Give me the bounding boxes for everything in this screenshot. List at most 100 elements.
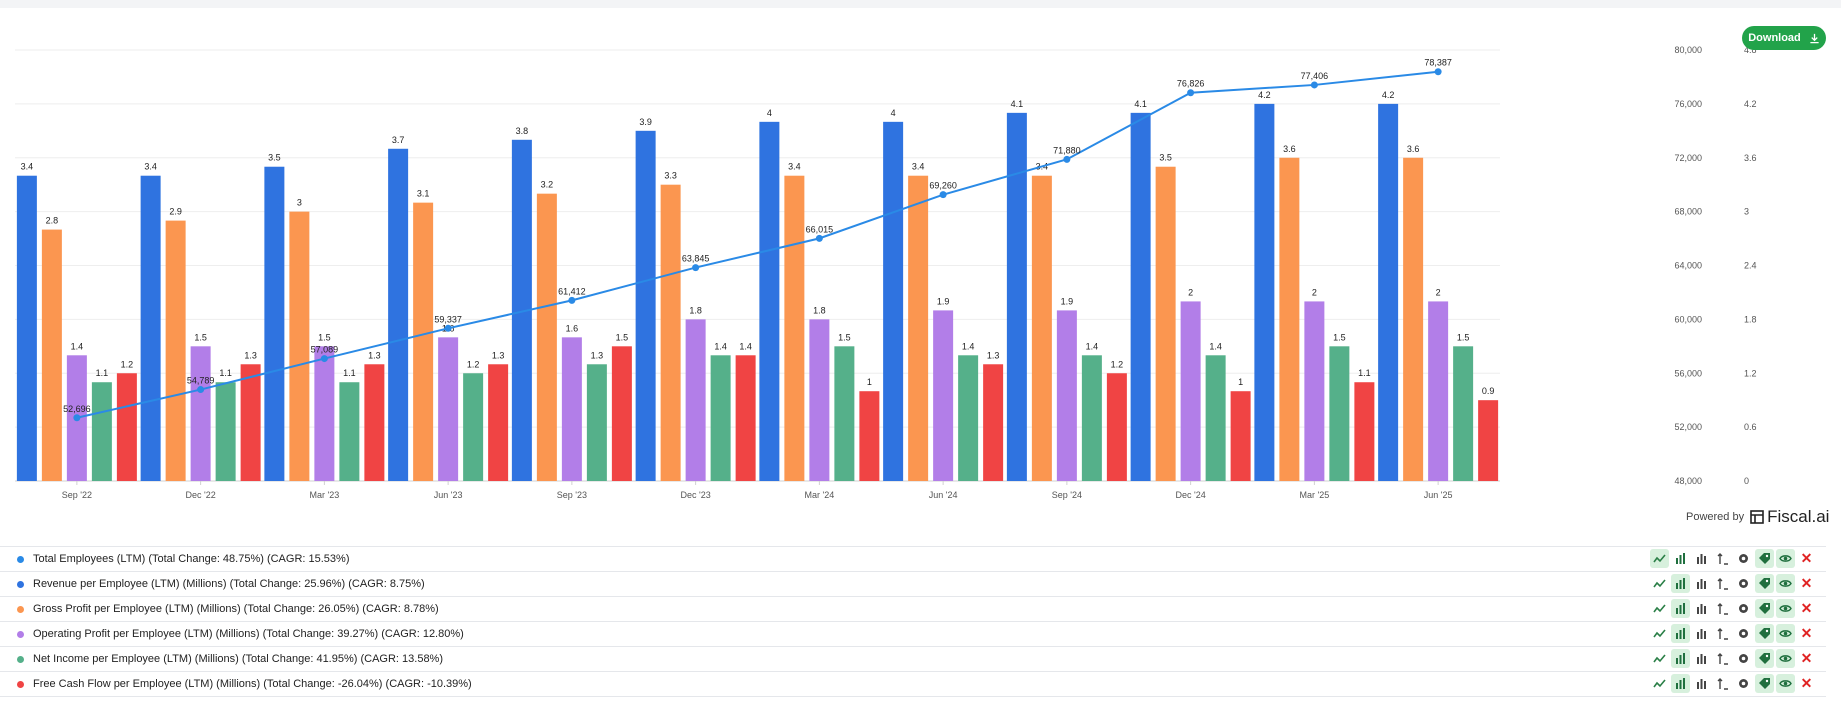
line-data-label: 66,015 (806, 224, 834, 234)
legend-row[interactable]: Total Employees (LTM) (Total Change: 48.… (0, 546, 1826, 571)
legend-row[interactable]: Net Income per Employee (LTM) (Millions)… (0, 646, 1826, 671)
legend-dot (17, 555, 24, 563)
bar-data-label: 1.4 (71, 341, 84, 351)
line-data-label: 59,337 (434, 314, 462, 324)
y-right-tick-label: 0 (1744, 476, 1749, 486)
legend-label: Free Cash Flow per Employee (LTM) (Milli… (33, 678, 472, 690)
download-button[interactable]: Download (1742, 26, 1826, 50)
line-chart-icon[interactable] (1650, 674, 1669, 693)
y-right-tick-label: 3.6 (1744, 153, 1757, 163)
axis-icon[interactable] (1713, 574, 1732, 593)
bar-chart-icon[interactable] (1671, 574, 1690, 593)
bar-data-label: 2 (1188, 287, 1193, 297)
legend-row[interactable]: Revenue per Employee (LTM) (Millions) (T… (0, 571, 1826, 596)
eye-icon[interactable] (1776, 599, 1795, 618)
eye-icon[interactable] (1776, 549, 1795, 568)
series-tools: ✕ (1650, 649, 1816, 668)
gear-icon[interactable] (1734, 599, 1753, 618)
bar-chart-icon[interactable] (1671, 599, 1690, 618)
bar-data-label: 1.8 (689, 305, 702, 315)
eye-icon[interactable] (1776, 574, 1795, 593)
tag-icon[interactable] (1755, 549, 1774, 568)
axis-icon[interactable] (1713, 674, 1732, 693)
line-chart-icon[interactable] (1650, 599, 1669, 618)
bar-data-label: 1.9 (937, 296, 950, 306)
axis-icon[interactable] (1713, 549, 1732, 568)
gear-icon[interactable] (1734, 574, 1753, 593)
eye-icon[interactable] (1776, 649, 1795, 668)
y-left-tick-label: 64,000 (1674, 261, 1702, 271)
bar (1081, 355, 1102, 481)
tag-icon[interactable] (1755, 624, 1774, 643)
line-chart-icon[interactable] (1650, 549, 1669, 568)
bar (536, 193, 557, 481)
brand-logo[interactable]: Fiscal.ai (1750, 507, 1829, 527)
axis-icon[interactable] (1713, 599, 1732, 618)
y-right-tick-label: 0.6 (1744, 422, 1757, 432)
close-icon[interactable]: ✕ (1800, 675, 1813, 691)
line-chart-icon[interactable] (1650, 624, 1669, 643)
bar-data-label: 1.5 (616, 332, 629, 342)
tag-icon[interactable] (1755, 649, 1774, 668)
bar (1254, 103, 1275, 481)
powered-by[interactable]: Powered by Fiscal.ai (1686, 506, 1829, 528)
close-icon[interactable]: ✕ (1800, 625, 1813, 641)
x-tick-label: Mar '25 (1300, 490, 1330, 500)
bar-data-label: 1.2 (1111, 359, 1124, 369)
y-left-tick-label: 80,000 (1674, 45, 1702, 55)
legend-row[interactable]: Gross Profit per Employee (LTM) (Million… (0, 596, 1826, 621)
x-tick-label: Jun '23 (434, 490, 463, 500)
x-tick-label: Mar '23 (310, 490, 340, 500)
bar (834, 346, 855, 481)
gear-icon[interactable] (1734, 674, 1753, 693)
eye-icon[interactable] (1776, 624, 1795, 643)
bar (784, 175, 805, 482)
line-data-label: 77,406 (1301, 71, 1329, 81)
line-chart-icon[interactable] (1650, 574, 1669, 593)
bar-data-label: 2 (1312, 287, 1317, 297)
employees-line (76, 70, 1439, 419)
legend-row[interactable]: Operating Profit per Employee (LTM) (Mil… (0, 621, 1826, 646)
bar (586, 364, 607, 481)
bar-chart-icon[interactable] (1671, 549, 1690, 568)
legend-row[interactable]: Free Cash Flow per Employee (LTM) (Milli… (0, 671, 1826, 697)
stacked-bar-icon[interactable] (1692, 549, 1711, 568)
bar-data-label: 1.4 (1086, 341, 1099, 351)
line-chart-icon[interactable] (1650, 649, 1669, 668)
axis-icon[interactable] (1713, 649, 1732, 668)
bar-chart-icon[interactable] (1671, 674, 1690, 693)
legend-dot (17, 630, 24, 638)
stacked-bar-icon[interactable] (1692, 599, 1711, 618)
bar-chart-icon[interactable] (1671, 649, 1690, 668)
stacked-bar-icon[interactable] (1692, 649, 1711, 668)
close-icon[interactable]: ✕ (1800, 550, 1813, 566)
axis-icon[interactable] (1713, 624, 1732, 643)
stacked-bar-icon[interactable] (1692, 674, 1711, 693)
legend-label: Net Income per Employee (LTM) (Millions)… (33, 653, 444, 665)
tag-icon[interactable] (1755, 574, 1774, 593)
bar-data-label: 1 (1238, 377, 1243, 387)
eye-icon[interactable] (1776, 674, 1795, 693)
bar (809, 319, 830, 481)
line-point (1310, 81, 1318, 89)
stacked-bar-icon[interactable] (1692, 574, 1711, 593)
bar (1180, 301, 1201, 481)
stacked-bar-icon[interactable] (1692, 624, 1711, 643)
bar (1329, 346, 1350, 481)
bar (16, 175, 37, 482)
close-icon[interactable]: ✕ (1800, 650, 1813, 666)
gear-icon[interactable] (1734, 624, 1753, 643)
bar (339, 382, 360, 481)
y-right-tick-label: 4.2 (1744, 99, 1757, 109)
tag-icon[interactable] (1755, 599, 1774, 618)
close-icon[interactable]: ✕ (1800, 575, 1813, 591)
tag-icon[interactable] (1755, 674, 1774, 693)
gear-icon[interactable] (1734, 649, 1753, 668)
bar-chart-icon[interactable] (1671, 624, 1690, 643)
gear-icon[interactable] (1734, 549, 1753, 568)
bar-data-label: 1.1 (219, 368, 232, 378)
bar-data-label: 1.4 (739, 341, 752, 351)
y-right-tick-label: 1.2 (1744, 368, 1757, 378)
bar-data-label: 3.4 (21, 162, 34, 172)
close-icon[interactable]: ✕ (1800, 600, 1813, 616)
